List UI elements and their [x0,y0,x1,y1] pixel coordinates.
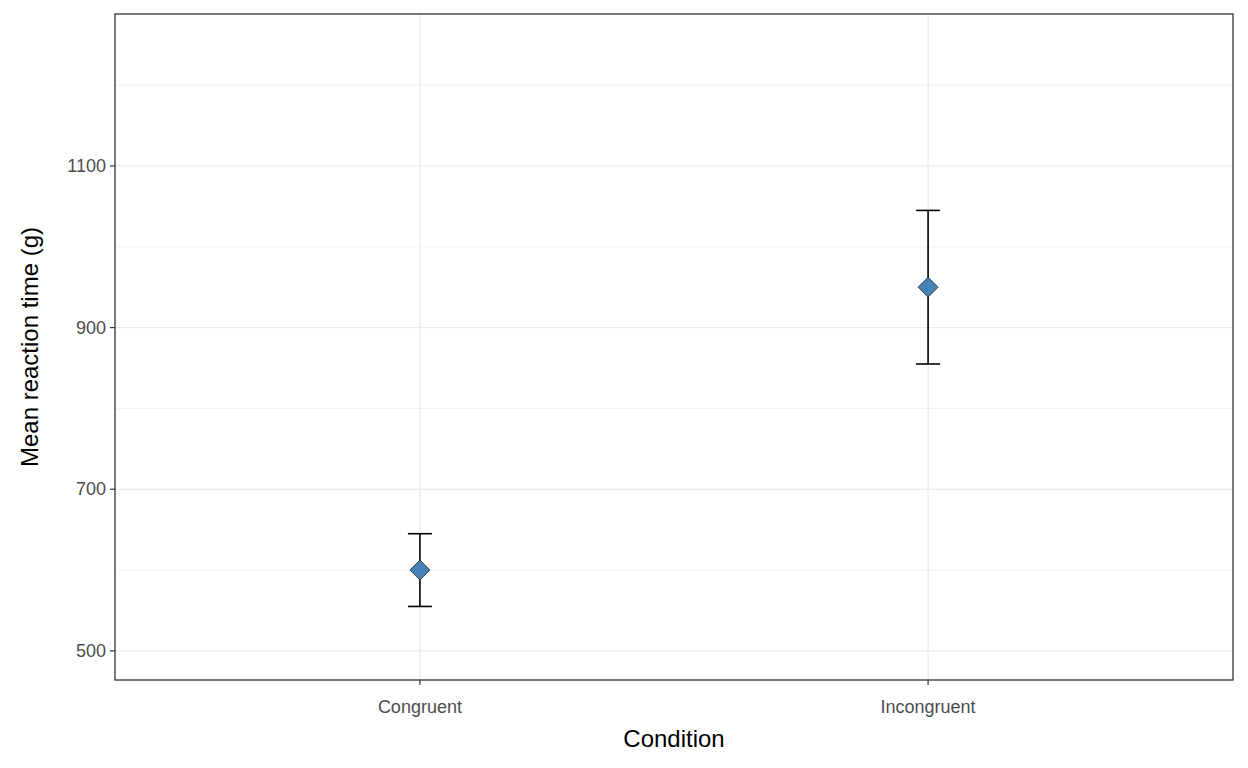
y-tick [110,165,115,166]
grid-line [115,327,1233,328]
error-bar [916,210,940,364]
point [410,560,430,580]
minor-grid-line [115,246,1233,247]
x-tick [419,680,420,685]
error-bar-cap [408,606,432,608]
x-tick [927,680,928,685]
grid-line [115,489,1233,490]
y-tick [110,489,115,490]
plot-background [115,14,1233,680]
grid-line [115,165,1233,166]
chart: 500 700 900 1100 Congruent Incongruent Conditi… [0,0,1248,768]
plot-frame [115,14,1233,680]
y-tick [110,327,115,328]
x-axis-title: Condition [623,725,724,752]
point [918,277,938,297]
y-tick-label: 900 [76,318,106,338]
y-tick [110,650,115,651]
error-bar-cap [916,363,940,365]
minor-grid-line [115,408,1233,409]
y-axis-title: Mean reaction time (g) [16,227,43,467]
error-bar [408,534,432,607]
y-tick-label: 500 [76,641,106,661]
x-tick-label: Incongruent [881,697,976,717]
x-tick-label: Congruent [378,697,462,717]
y-tick-label: 700 [76,479,106,499]
y-tick-label: 1100 [67,156,106,176]
error-bar-cap [408,533,432,535]
error-bar-cap [916,210,940,212]
minor-grid-line [115,85,1233,86]
x-grid-line [927,14,928,680]
minor-grid-line [115,570,1233,571]
grid-line [115,650,1233,651]
marks [408,210,940,606]
